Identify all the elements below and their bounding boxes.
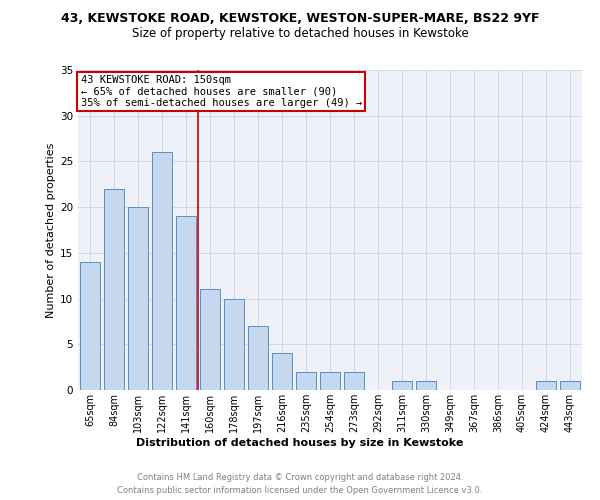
Text: 43, KEWSTOKE ROAD, KEWSTOKE, WESTON-SUPER-MARE, BS22 9YF: 43, KEWSTOKE ROAD, KEWSTOKE, WESTON-SUPE… <box>61 12 539 26</box>
Bar <box>392 381 412 390</box>
Bar <box>536 381 556 390</box>
Text: Size of property relative to detached houses in Kewstoke: Size of property relative to detached ho… <box>131 28 469 40</box>
Bar <box>176 216 196 390</box>
Text: 43 KEWSTOKE ROAD: 150sqm
← 65% of detached houses are smaller (90)
35% of semi-d: 43 KEWSTOKE ROAD: 150sqm ← 65% of detach… <box>80 75 362 108</box>
Bar <box>200 290 220 390</box>
Bar <box>80 262 100 390</box>
Bar <box>320 372 340 390</box>
Bar <box>152 152 172 390</box>
Text: Contains public sector information licensed under the Open Government Licence v3: Contains public sector information licen… <box>118 486 482 495</box>
Text: Distribution of detached houses by size in Kewstoke: Distribution of detached houses by size … <box>136 438 464 448</box>
Bar <box>128 207 148 390</box>
Bar <box>560 381 580 390</box>
Bar <box>344 372 364 390</box>
Text: Contains HM Land Registry data © Crown copyright and database right 2024.: Contains HM Land Registry data © Crown c… <box>137 472 463 482</box>
Bar <box>272 354 292 390</box>
Bar <box>224 298 244 390</box>
Bar <box>248 326 268 390</box>
Bar <box>416 381 436 390</box>
Bar <box>104 189 124 390</box>
Y-axis label: Number of detached properties: Number of detached properties <box>46 142 56 318</box>
Bar <box>296 372 316 390</box>
